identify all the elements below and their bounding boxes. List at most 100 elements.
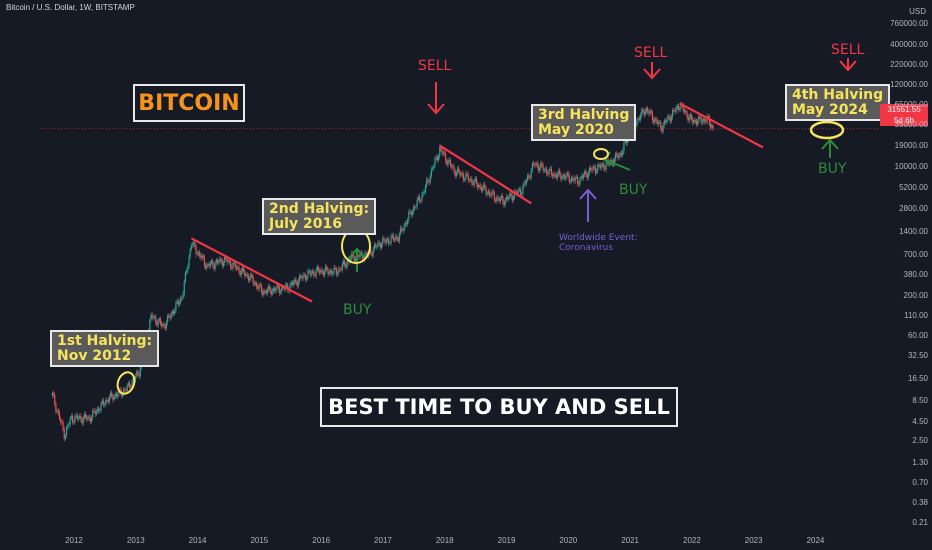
candle-body (536, 163, 538, 166)
candle-body (297, 280, 299, 287)
candle-body (99, 410, 101, 412)
candle-body (209, 263, 212, 267)
candle-body (497, 197, 499, 199)
candle-body (212, 260, 214, 266)
candle-body (417, 196, 419, 200)
halving-3-line-1: 3rd Halving (538, 107, 630, 123)
candle-body (233, 262, 235, 264)
candle-body (238, 267, 240, 272)
candle-body (310, 273, 313, 275)
candle-body (392, 235, 394, 240)
candle-body (516, 192, 518, 194)
candle-body (301, 277, 303, 279)
candle-body (617, 155, 619, 158)
halving-2-line-1: 2nd Halving: (269, 201, 370, 217)
candle-body (51, 393, 53, 396)
candle-body (199, 252, 201, 257)
candle-body (290, 282, 292, 285)
candle-body (521, 193, 523, 195)
candle-body (483, 184, 485, 189)
candle-body (62, 422, 64, 429)
candle-body (508, 197, 510, 200)
candle-body (279, 291, 282, 293)
candle-body (467, 174, 469, 181)
candle-body (187, 266, 189, 271)
candle-body (679, 109, 681, 110)
candle-body (694, 120, 696, 121)
candle-body (88, 416, 90, 419)
candle-body (71, 416, 74, 422)
candle-body (485, 188, 487, 195)
candle-body (650, 110, 652, 113)
candle-body (130, 387, 132, 389)
candle-body (587, 172, 589, 179)
candle-body (656, 120, 658, 124)
candle-body (389, 243, 391, 245)
candle-body (69, 417, 71, 425)
candle-body (477, 184, 479, 188)
candle-body (382, 238, 384, 245)
candle-body (670, 116, 673, 122)
candle-body (494, 199, 497, 201)
candle-body (471, 178, 473, 183)
candle-body (585, 171, 587, 175)
candle-body (549, 168, 551, 170)
candle-body (79, 415, 81, 418)
candle-body (459, 171, 461, 176)
y-tick-label: 8.50 (912, 395, 928, 405)
candle-body (128, 383, 131, 388)
candle-body (605, 163, 607, 170)
candle-body (200, 256, 202, 259)
current-price-value: 31551.55 (887, 105, 921, 114)
candle-body (531, 163, 534, 170)
candle-body (80, 415, 82, 420)
candle-body (649, 110, 651, 114)
candle-body (710, 124, 712, 128)
candle-body (127, 383, 130, 386)
candle-body (67, 425, 69, 428)
candle-body (119, 388, 121, 391)
candle-body (384, 239, 386, 243)
candle-body (329, 270, 332, 272)
halving-1-box: 1st Halving: Nov 2012 (50, 330, 160, 368)
candle-body (177, 300, 179, 305)
candle-body (559, 170, 561, 175)
candle-body (686, 111, 688, 117)
candle-body (73, 421, 75, 423)
candle-body (682, 104, 684, 111)
candle-body (210, 260, 213, 264)
candle-body (58, 412, 61, 419)
candle-body (101, 400, 103, 403)
candle-body (512, 196, 515, 201)
candle-body (573, 179, 575, 182)
candle-body (562, 175, 564, 177)
candle-body (410, 211, 412, 215)
candle-body (698, 116, 700, 122)
candle-body (529, 176, 531, 178)
candle-body (298, 275, 301, 281)
candle-body (246, 274, 248, 276)
candle-body (554, 173, 556, 176)
candle-body (285, 284, 288, 286)
candle-body (711, 125, 713, 128)
x-tick-label: 2017 (374, 536, 392, 545)
candle-body (443, 152, 446, 154)
candle-body (504, 199, 506, 206)
candle-body (491, 191, 493, 196)
candle-body (241, 267, 244, 271)
sell-label-2024: SELL (831, 42, 865, 58)
x-tick-label: 2022 (682, 536, 701, 545)
candle-body (637, 118, 639, 121)
halving-1-line-1: 1st Halving: (57, 333, 153, 349)
candle-body (105, 400, 107, 405)
candle-body (433, 165, 435, 169)
candle-body (264, 290, 266, 292)
candle-body (250, 274, 252, 279)
candle-body (249, 278, 251, 281)
candle-body (503, 201, 505, 206)
candle-body (626, 140, 629, 143)
y-tick-label: 65000.00 (894, 99, 928, 109)
candle-body (662, 124, 664, 132)
candle-body (461, 173, 463, 175)
